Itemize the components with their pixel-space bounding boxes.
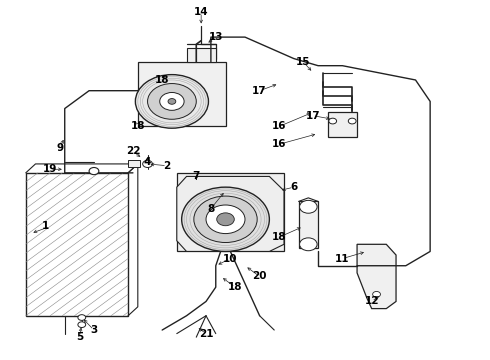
- Text: 18: 18: [155, 75, 170, 85]
- Text: 13: 13: [209, 32, 223, 42]
- Circle shape: [168, 99, 176, 104]
- Circle shape: [160, 93, 184, 111]
- Text: 19: 19: [43, 164, 57, 174]
- Circle shape: [217, 213, 234, 226]
- Circle shape: [135, 75, 208, 128]
- Bar: [128, 160, 140, 167]
- Circle shape: [143, 160, 152, 167]
- Text: 12: 12: [365, 296, 379, 306]
- Circle shape: [194, 196, 257, 243]
- Text: 9: 9: [56, 143, 63, 153]
- Text: 10: 10: [223, 253, 238, 264]
- Bar: [138, 62, 225, 126]
- Text: 21: 21: [199, 329, 213, 339]
- Circle shape: [78, 315, 86, 320]
- Text: 16: 16: [272, 139, 286, 149]
- Text: 18: 18: [130, 121, 145, 131]
- Circle shape: [182, 187, 270, 251]
- Text: 7: 7: [193, 171, 200, 181]
- Text: 15: 15: [296, 57, 311, 67]
- Text: 16: 16: [272, 121, 286, 131]
- Text: 14: 14: [194, 7, 208, 17]
- Circle shape: [299, 238, 317, 251]
- Text: 2: 2: [164, 161, 171, 171]
- Polygon shape: [177, 176, 284, 251]
- Text: 5: 5: [76, 332, 83, 342]
- Text: 18: 18: [272, 232, 286, 242]
- Bar: [26, 173, 128, 316]
- Text: 22: 22: [126, 147, 140, 157]
- Bar: [298, 202, 318, 248]
- Circle shape: [89, 167, 99, 175]
- Text: 6: 6: [290, 182, 297, 192]
- Bar: [187, 48, 216, 62]
- Text: 17: 17: [306, 111, 320, 121]
- Text: 17: 17: [252, 86, 267, 96]
- Circle shape: [78, 322, 86, 328]
- Circle shape: [147, 84, 196, 119]
- Text: 1: 1: [42, 221, 49, 231]
- Text: 8: 8: [207, 203, 215, 213]
- Text: 3: 3: [90, 325, 98, 335]
- Circle shape: [348, 118, 356, 124]
- Text: 11: 11: [335, 253, 350, 264]
- Text: 4: 4: [144, 157, 151, 167]
- Circle shape: [329, 118, 337, 124]
- Circle shape: [206, 205, 245, 234]
- Bar: [177, 173, 284, 251]
- Text: 20: 20: [252, 271, 267, 282]
- Bar: [328, 112, 357, 137]
- Text: 18: 18: [228, 282, 243, 292]
- Polygon shape: [357, 244, 396, 309]
- Circle shape: [373, 292, 380, 297]
- Circle shape: [299, 201, 317, 213]
